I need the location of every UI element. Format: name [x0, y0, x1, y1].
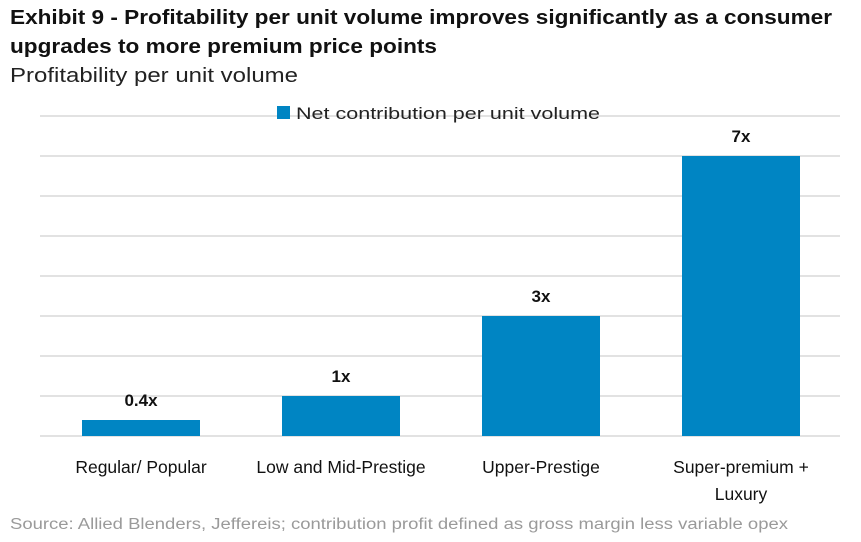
data-label: 0.4x [124, 391, 158, 410]
data-labels: 0.4x 1x 3x 7x [124, 127, 751, 410]
legend-swatch [277, 106, 290, 119]
data-label: 3x [532, 287, 551, 306]
category-label: Luxury [715, 484, 768, 504]
gridlines [40, 115, 840, 437]
bar [282, 396, 400, 436]
data-label: 7x [732, 127, 751, 146]
bar [682, 156, 800, 436]
legend-label: Net contribution per unit volume [296, 104, 600, 123]
bar [82, 420, 200, 436]
title-line-1: Exhibit 9 - Profitability per unit volum… [10, 7, 832, 29]
category-label: Super-premium + [673, 457, 809, 477]
legend: Net contribution per unit volume [277, 104, 600, 123]
subtitle: Profitability per unit volume [10, 65, 298, 87]
bars [82, 156, 800, 436]
data-label: 1x [332, 367, 351, 386]
category-label: Upper-Prestige [482, 457, 600, 477]
bar [482, 316, 600, 436]
category-label: Low and Mid-Prestige [256, 457, 425, 477]
category-labels: Regular/ Popular Low and Mid-Prestige Uppe… [75, 457, 809, 504]
category-label: Regular/ Popular [75, 457, 206, 477]
title-line-2: upgrades to more premium price points [10, 36, 437, 58]
source-note: Source: Allied Blenders, Jeffereis; cont… [10, 516, 788, 533]
